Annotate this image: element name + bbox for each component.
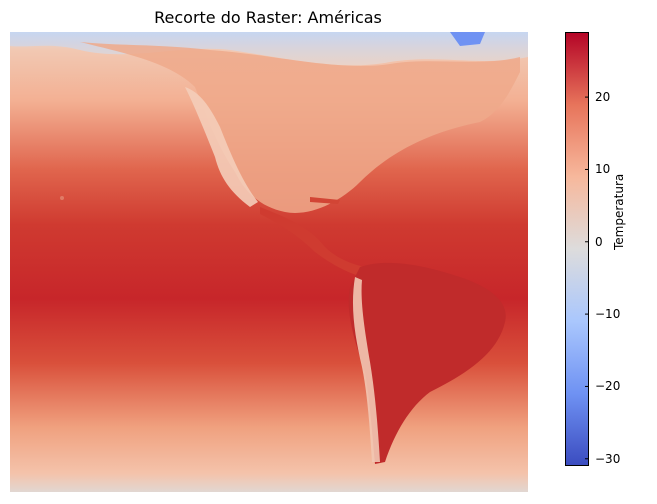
map-title: Recorte do Raster: Américas xyxy=(154,8,382,27)
raster-image xyxy=(10,32,528,492)
temperature-raster-map xyxy=(10,32,528,492)
colorbar-gradient xyxy=(565,32,589,466)
colorbar-tick-label: 10 xyxy=(595,162,611,177)
colorbar-tick-label: 20 xyxy=(595,90,611,105)
colorbar-label: Temperatura xyxy=(612,173,626,250)
colorbar-tick-label: 0 xyxy=(595,234,603,249)
colorbar-tick-label: −10 xyxy=(595,307,621,322)
colorbar-tick-label: −30 xyxy=(595,451,621,466)
colorbar-tick-label: −20 xyxy=(595,379,621,394)
colorbar xyxy=(565,32,589,466)
